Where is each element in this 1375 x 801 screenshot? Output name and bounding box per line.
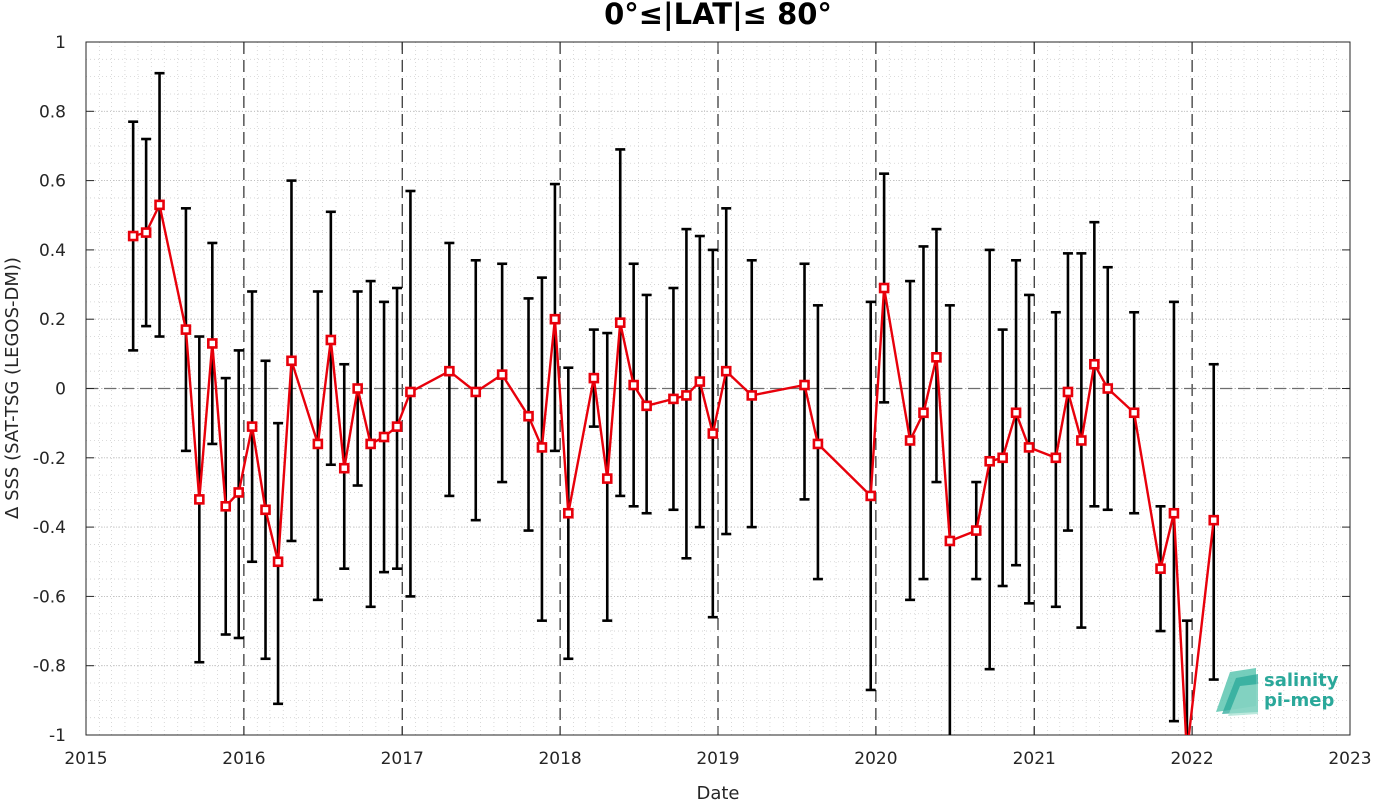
plot-area xyxy=(127,71,1220,735)
y-tick-label: -1 xyxy=(49,726,66,746)
y-tick-label: 1 xyxy=(55,33,66,53)
data-point xyxy=(997,452,1008,464)
data-point xyxy=(523,410,534,422)
data-point xyxy=(628,379,639,391)
x-tick-label: 2016 xyxy=(222,749,265,769)
data-point xyxy=(1050,452,1062,464)
y-tick-label: -0.2 xyxy=(33,449,66,469)
y-tick-label: 0.2 xyxy=(39,310,66,330)
grid xyxy=(86,41,1350,736)
data-point xyxy=(220,501,232,512)
data-point xyxy=(127,230,139,242)
data-point xyxy=(1076,435,1087,446)
data-point xyxy=(1010,407,1022,419)
data-point xyxy=(549,313,561,325)
data-point xyxy=(865,490,877,502)
logo-wave-icon xyxy=(1216,668,1258,716)
data-point xyxy=(812,438,824,450)
data-point xyxy=(180,324,192,335)
y-axis-label: Δ SSS (SAT-TSG (LEGOS-DM)) xyxy=(2,257,23,519)
data-point xyxy=(1023,442,1035,453)
data-point xyxy=(470,386,482,398)
salinity-pi-mep-logo: salinity pi-mep xyxy=(1216,668,1339,716)
y-tick-label: 0 xyxy=(55,380,66,400)
data-point xyxy=(720,365,732,377)
data-point xyxy=(286,355,297,367)
data-point xyxy=(904,435,916,446)
x-tick-label: 2018 xyxy=(538,749,581,769)
data-point xyxy=(1128,407,1140,419)
x-tick-label: 2017 xyxy=(381,749,424,769)
y-tick-label: -0.4 xyxy=(33,518,66,538)
data-point xyxy=(707,428,719,439)
data-point xyxy=(312,438,324,450)
data-point xyxy=(496,369,508,380)
data-point xyxy=(746,390,758,401)
y-tick-label: 0.8 xyxy=(39,102,66,122)
data-point xyxy=(246,421,258,432)
data-point xyxy=(931,352,942,363)
y-tick-label: -0.8 xyxy=(33,657,66,677)
data-point xyxy=(1155,563,1166,574)
data-point xyxy=(681,390,692,401)
y-tick-label: -0.6 xyxy=(33,587,66,607)
y-tick-label: 0.6 xyxy=(39,172,66,192)
data-point xyxy=(391,421,403,432)
data-point xyxy=(944,535,956,547)
series-group xyxy=(127,71,1220,735)
data-point xyxy=(614,317,626,328)
data-point xyxy=(154,199,165,211)
data-point xyxy=(1062,386,1074,398)
data-point xyxy=(194,494,205,505)
logo-line2: pi-mep xyxy=(1264,690,1334,711)
y-tick-label: 0.4 xyxy=(39,241,66,261)
data-point xyxy=(140,227,152,238)
data-point xyxy=(536,442,548,453)
data-point xyxy=(378,431,390,443)
x-tick-label: 2020 xyxy=(854,749,897,769)
data-point xyxy=(1102,383,1114,394)
x-tick-label: 2022 xyxy=(1170,749,1213,769)
x-axis-label: Date xyxy=(696,783,739,801)
x-tick-label: 2023 xyxy=(1328,749,1371,769)
data-point xyxy=(668,393,679,405)
data-point xyxy=(563,507,574,519)
chart-title: 0°≤|LAT|≤ 80° xyxy=(604,0,832,31)
x-tick-label: 2019 xyxy=(696,749,739,769)
data-point xyxy=(970,525,982,536)
data-point xyxy=(878,282,890,294)
data-point xyxy=(1208,514,1220,526)
data-point xyxy=(207,338,218,349)
data-point xyxy=(365,438,376,450)
data-point xyxy=(1089,358,1100,370)
data-point xyxy=(272,556,284,568)
data-point xyxy=(352,383,363,394)
data-point xyxy=(325,334,337,346)
data-point xyxy=(799,379,810,391)
data-point xyxy=(444,365,455,377)
axes: 1 0.8 0.6 0.4 0.2 0 -0.2 -0.4 -0.6 -0.8 -1 2015 2016… xyxy=(33,33,1372,769)
data-point xyxy=(260,504,271,516)
data-point xyxy=(641,400,652,412)
x-tick-label: 2015 xyxy=(64,749,107,769)
data-point xyxy=(588,372,600,384)
logo-line1: salinity xyxy=(1264,670,1339,691)
data-point xyxy=(1168,507,1180,519)
data-point xyxy=(918,407,929,419)
x-tick-label: 2021 xyxy=(1013,749,1056,769)
data-point xyxy=(694,376,706,387)
data-point xyxy=(601,473,613,484)
data-point xyxy=(233,487,245,498)
data-point xyxy=(984,455,995,467)
data-point xyxy=(338,462,350,474)
data-point xyxy=(405,386,416,398)
